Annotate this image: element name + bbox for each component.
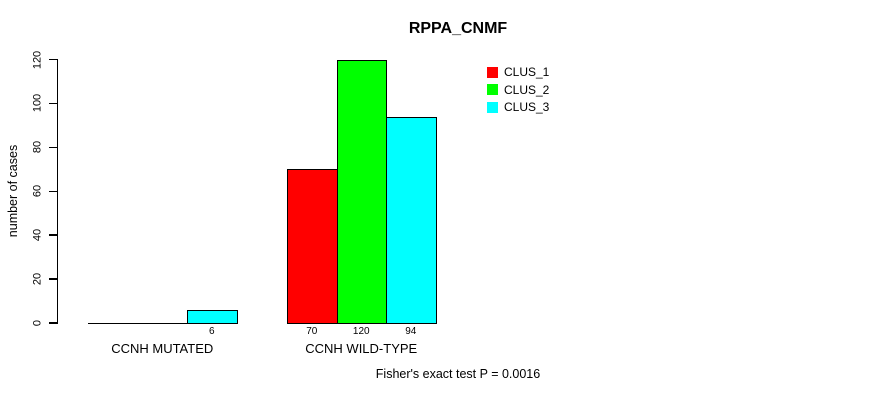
bar bbox=[386, 116, 437, 324]
bar-value-label: 120 bbox=[352, 325, 370, 337]
bar-value-label: 70 bbox=[306, 325, 318, 337]
chart-title: RPPA_CNMF bbox=[408, 20, 508, 37]
y-axis-tick bbox=[48, 278, 57, 280]
y-axis-tick bbox=[48, 58, 57, 61]
bar-value-label: 6 bbox=[208, 325, 215, 337]
y-axis-tick-label: 60 bbox=[31, 185, 44, 198]
x-axis-group-label: CCNH WILD-TYPE bbox=[305, 341, 418, 356]
legend-swatch bbox=[487, 84, 498, 95]
y-axis-tick-label: 20 bbox=[31, 272, 44, 286]
legend-item: CLUS_1 bbox=[487, 65, 549, 79]
y-axis-tick bbox=[48, 102, 57, 105]
legend-swatch bbox=[487, 66, 498, 78]
y-axis-tick-label: 120 bbox=[31, 50, 44, 69]
y-axis-tick-label: 80 bbox=[31, 141, 44, 154]
footnote: Fisher's exact test P = 0.0016 bbox=[375, 367, 541, 381]
y-axis-tick-label: 100 bbox=[31, 94, 44, 113]
bar-value-label: 94 bbox=[405, 325, 417, 337]
group-baseline bbox=[88, 322, 238, 324]
y-axis-tick-label: 40 bbox=[31, 229, 44, 242]
y-axis-tick bbox=[48, 234, 57, 236]
legend-swatch bbox=[487, 101, 498, 113]
legend-label: CLUS_3 bbox=[504, 100, 550, 114]
legend-item: CLUS_3 bbox=[487, 100, 549, 114]
bar bbox=[287, 169, 338, 324]
y-axis-tick bbox=[48, 322, 57, 324]
y-axis-tick-label: 0 bbox=[31, 319, 44, 327]
y-axis-tick bbox=[48, 190, 57, 192]
group-baseline bbox=[287, 322, 437, 324]
x-axis-group-label: CCNH MUTATED bbox=[111, 341, 214, 356]
legend-item: CLUS_2 bbox=[487, 83, 549, 97]
legend-label: CLUS_1 bbox=[504, 65, 550, 79]
y-axis-line bbox=[56, 59, 58, 324]
legend: CLUS_1 CLUS_2 CLUS_3 bbox=[487, 65, 549, 114]
legend-label: CLUS_2 bbox=[504, 82, 550, 97]
bar bbox=[336, 59, 387, 324]
y-axis-tick bbox=[48, 146, 57, 149]
